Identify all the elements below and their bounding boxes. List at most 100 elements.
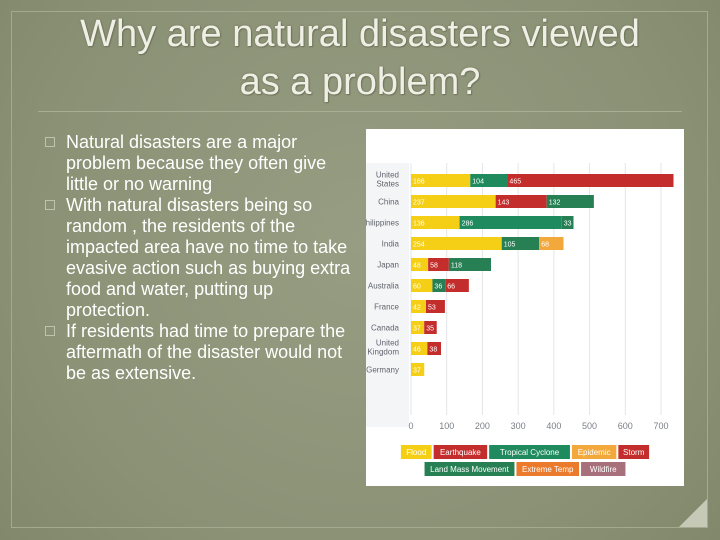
bar-segment [424,321,437,334]
legend-label: Storm [623,448,645,457]
bullet-box-icon [45,200,55,210]
bar-segment [411,237,502,250]
data-label: 33 [564,221,572,228]
legend-label: Tropical Cyclone [500,448,560,457]
legend-swatch [424,462,515,476]
data-label: 118 [451,263,462,270]
data-label: 53 [428,305,436,312]
bar-segment [501,237,540,250]
x-tick-label: 100 [439,421,454,431]
x-tick-label: 500 [582,421,597,431]
bullet-item: Natural disasters are a major problem be… [44,132,356,195]
data-label: 60 [413,284,421,291]
data-label: 48 [413,263,421,270]
bar-segment [411,342,428,355]
legend-swatch [581,462,626,476]
bullet-item: With natural disasters being so random ,… [44,195,356,321]
bar-segment [411,195,496,208]
bar-segment [561,216,574,229]
data-label: 36 [434,284,442,291]
x-tick-label: 700 [653,421,668,431]
data-label: 46 [413,347,421,354]
legend-label: Epidemic [578,448,611,457]
category-label: China [378,198,399,207]
page-fold-corner [679,499,707,527]
legend-swatch [489,445,570,459]
bar-segment [470,174,508,187]
data-label: 68 [541,242,549,249]
data-label: 37 [413,368,421,375]
title-line-2: as a problem? [239,61,481,103]
legend-label: Earthquake [440,448,481,457]
data-label: 136 [413,221,425,228]
x-tick-label: 0 [408,421,413,431]
bullet-text: Natural disasters are a major problem be… [66,132,327,194]
category-label: Canada [371,324,400,333]
category-label: Kingdom [367,348,399,357]
data-label: 35 [426,326,434,333]
data-label: 38 [429,347,437,354]
data-label: 237 [413,200,425,207]
bar-segment [411,363,425,376]
bar-segment [507,174,674,187]
bullet-text: With natural disasters being so random ,… [66,195,351,320]
x-tick-label: 600 [618,421,633,431]
bar-segment [411,174,471,187]
legend-label: Wildfire [590,465,617,474]
bar-segment [411,258,429,271]
legend-label: Flood [406,448,426,457]
category-label: Australia [368,282,400,291]
data-label: 132 [549,200,561,207]
legend-swatch [433,445,488,459]
bar-segment [411,216,460,229]
bar-segment [432,279,446,292]
legend-label: Extreme Temp [522,465,574,474]
bar-segment [411,300,426,313]
data-label: 66 [447,284,455,291]
bullet-box-icon [45,326,55,336]
disaster-bar-chart: 0 100 200 300 400 500 600 700 United States 166 104… [366,129,684,486]
bar-segment [445,279,469,292]
category-label: India [382,240,400,249]
category-label: Japan [377,261,399,270]
bar-segment [448,258,491,271]
category-label: United [376,171,399,180]
bullet-item: If residents had time to prepare the aft… [44,321,356,384]
data-label: 104 [472,179,484,186]
category-band [366,163,409,427]
data-label: 58 [430,263,438,270]
data-label: 166 [413,179,425,186]
title-line-1: Why are natural disasters viewed [80,13,640,55]
bar-segment [459,216,562,229]
data-label: 286 [462,221,474,228]
slide-title: Why are natural disasters viewed as a pr… [30,10,690,106]
x-tick-label: 400 [546,421,561,431]
legend-swatch [400,445,432,459]
category-label: Germany [366,366,399,375]
category-label: France [374,303,399,312]
bullet-list: Natural disasters are a major problem be… [44,132,356,384]
bar-segment [411,279,433,292]
data-label: 254 [413,242,425,249]
bar-segment [539,237,564,250]
bar-segment [495,195,547,208]
bar-segment [546,195,594,208]
legend-label: Land Mass Movement [430,465,509,474]
slide-frame [11,11,708,528]
category-label: States [376,180,399,189]
legend-swatch [571,445,617,459]
data-label: 37 [413,326,421,333]
data-label: 105 [504,242,516,249]
legend-swatch [516,462,580,476]
legend-swatch [618,445,650,459]
bar-segment [411,321,425,334]
bar-segment [427,342,441,355]
data-label: 465 [509,179,521,186]
category-label: United [376,339,399,348]
data-label: 42 [413,305,421,312]
bar-segment [426,300,445,313]
bullet-text: If residents had time to prepare the aft… [66,321,346,383]
data-label: 143 [498,200,510,207]
category-label: Philippines [366,219,399,228]
